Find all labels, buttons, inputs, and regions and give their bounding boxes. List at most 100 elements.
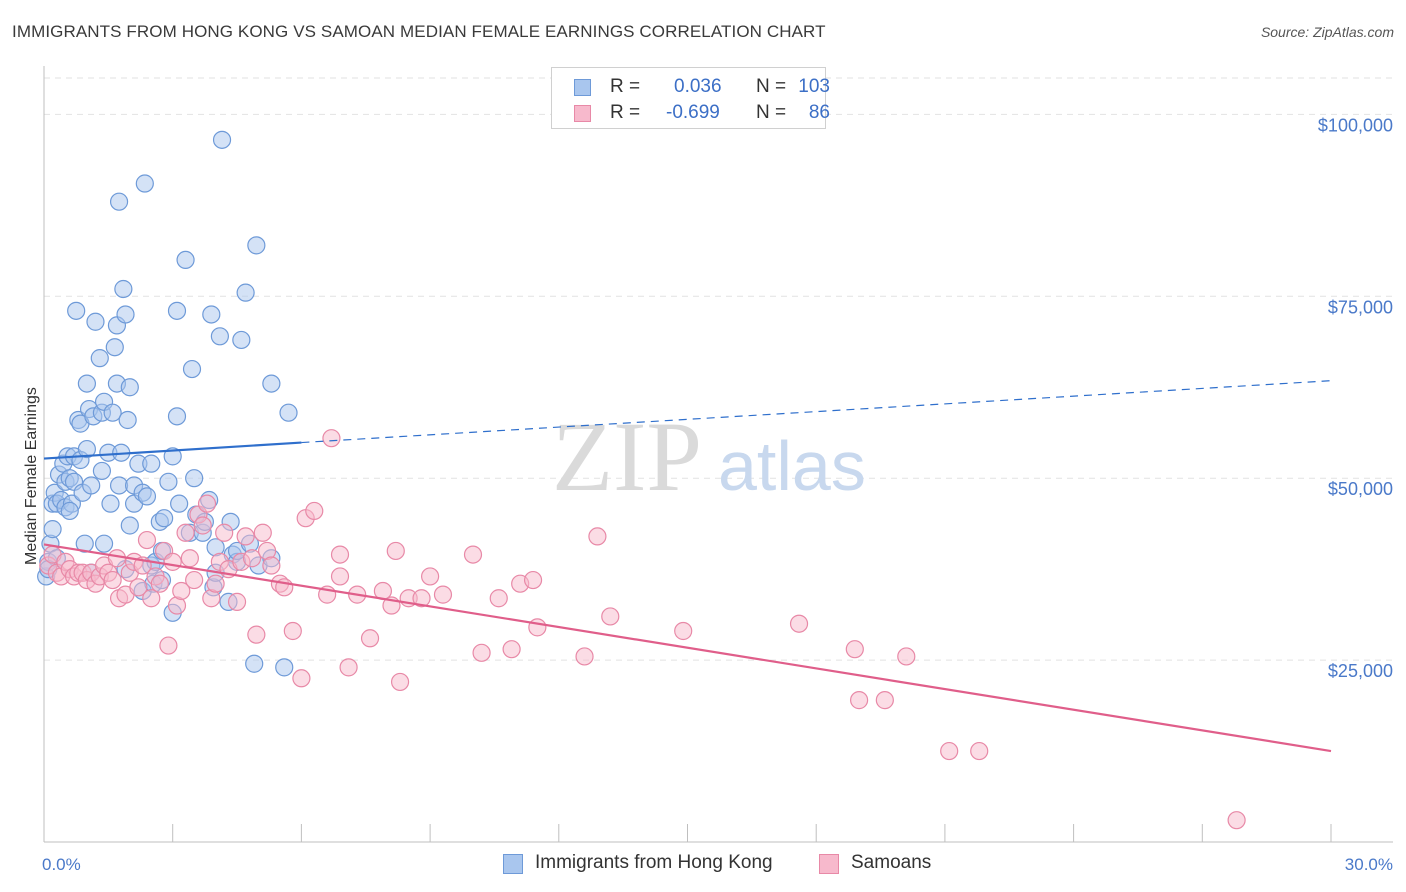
samoan-point <box>360 629 380 648</box>
samoan-point <box>330 567 350 586</box>
hong-kong-point <box>170 494 189 513</box>
samoan-point <box>142 589 161 608</box>
samoan-point <box>137 530 157 550</box>
hong-kong-point <box>94 534 114 553</box>
hong-kong-point <box>236 283 255 302</box>
legend-r-value: -0.699 <box>666 102 720 123</box>
samoan-point <box>489 589 508 608</box>
samoan-point <box>970 741 989 761</box>
hong-kong-point <box>101 494 120 513</box>
hong-kong-point <box>232 330 251 350</box>
hong-kong-point <box>75 534 94 553</box>
samoan-point <box>523 570 543 590</box>
bottom-legend-label: Samoans <box>851 852 932 873</box>
hong-kong-point <box>43 520 62 539</box>
source-label: Source: ZipAtlas.com <box>1260 24 1394 40</box>
trend-lines <box>43 380 1332 753</box>
x-tick-labels: 0.0% 30.0% <box>42 855 1393 874</box>
hong-kong-point <box>77 374 97 393</box>
samoan-point <box>421 567 440 586</box>
hong-kong-point <box>163 447 182 466</box>
legend-swatch-pink <box>574 105 591 122</box>
samoan-point <box>206 574 225 593</box>
hong-kong-point <box>116 305 135 324</box>
samoan-point <box>172 581 191 601</box>
hong-kong-point <box>210 327 229 346</box>
correlation-legend: R = 0.036 N = 103 R = -0.699 N = 86 <box>551 67 830 129</box>
samoan-point <box>502 640 521 659</box>
samoan-point <box>292 669 311 688</box>
samoan-point <box>176 523 195 542</box>
hong-kong-point <box>109 192 129 211</box>
samoan-point <box>390 672 410 692</box>
samoan-point <box>262 556 281 575</box>
series-hong-kong-points <box>37 130 298 677</box>
samoan-point <box>575 647 594 666</box>
samoan-point <box>236 527 255 546</box>
hong-kong-point <box>245 654 264 673</box>
samoan-point <box>433 585 453 604</box>
samoan-point <box>601 607 620 626</box>
bottom-legend-swatch-pink <box>819 854 839 874</box>
hong-kong-point <box>202 305 221 324</box>
samoan-point <box>103 570 122 590</box>
samoan-point <box>305 501 324 521</box>
samoan-point <box>674 621 693 641</box>
hong-kong-trend-extension <box>301 380 1332 444</box>
legend-r-label: R = <box>610 102 641 123</box>
x-tick-label: 30.0% <box>1345 855 1393 874</box>
bottom-legend-label: Immigrants from Hong Kong <box>535 852 773 873</box>
hong-kong-point <box>90 349 109 368</box>
samoan-point <box>107 549 127 568</box>
samoan-point <box>159 636 178 655</box>
hong-kong-point <box>120 378 139 397</box>
samoan-point <box>588 527 607 546</box>
samoan-point <box>875 691 894 710</box>
hong-kong-point <box>176 250 195 270</box>
samoan-point <box>412 589 431 608</box>
hong-kong-point <box>77 439 97 459</box>
hong-kong-point <box>167 407 187 426</box>
samoan-point <box>227 592 247 611</box>
hong-kong-trend-line <box>43 441 302 460</box>
samoan-point <box>253 523 272 542</box>
hong-kong-point <box>103 403 122 422</box>
samoan-point <box>330 545 350 564</box>
chart-title: IMMIGRANTS FROM HONG KONG VS SAMOAN MEDI… <box>12 22 826 41</box>
samoan-point <box>150 574 169 593</box>
legend-swatch-blue <box>574 79 591 96</box>
hong-kong-point <box>92 461 112 481</box>
legend-n-value: 86 <box>808 102 830 123</box>
legend-r-label: R = <box>610 76 641 97</box>
samoan-point <box>163 552 182 571</box>
y-tick-labels: $25,000 $50,000 $75,000 $100,000 <box>1318 115 1393 681</box>
hong-kong-point <box>159 472 178 491</box>
y-tick-label: $25,000 <box>1328 661 1393 681</box>
hong-kong-point <box>105 338 124 357</box>
samoan-point <box>339 658 358 677</box>
hong-kong-point <box>275 658 294 677</box>
series-samoans-points <box>39 429 1246 830</box>
samoan-point <box>789 614 809 633</box>
hong-kong-point <box>247 236 266 255</box>
samoan-point <box>1227 811 1246 830</box>
samoan-point <box>129 578 148 597</box>
hong-kong-point <box>120 516 139 535</box>
hong-kong-point <box>86 312 105 331</box>
samoan-point <box>242 549 262 568</box>
samoan-point <box>472 643 491 662</box>
samoan-point <box>185 570 204 590</box>
samoan-point <box>197 494 217 513</box>
samoan-point <box>897 647 916 666</box>
hong-kong-point <box>118 410 137 430</box>
axes <box>43 66 1393 843</box>
samoan-point <box>180 549 199 568</box>
hong-kong-point <box>142 454 161 473</box>
samoan-point <box>528 618 547 637</box>
y-tick-label: $50,000 <box>1328 479 1393 499</box>
grid-lines <box>44 77 1393 661</box>
hong-kong-point <box>155 509 174 528</box>
watermark-zip: ZIP <box>552 401 702 512</box>
hong-kong-point <box>212 130 232 149</box>
